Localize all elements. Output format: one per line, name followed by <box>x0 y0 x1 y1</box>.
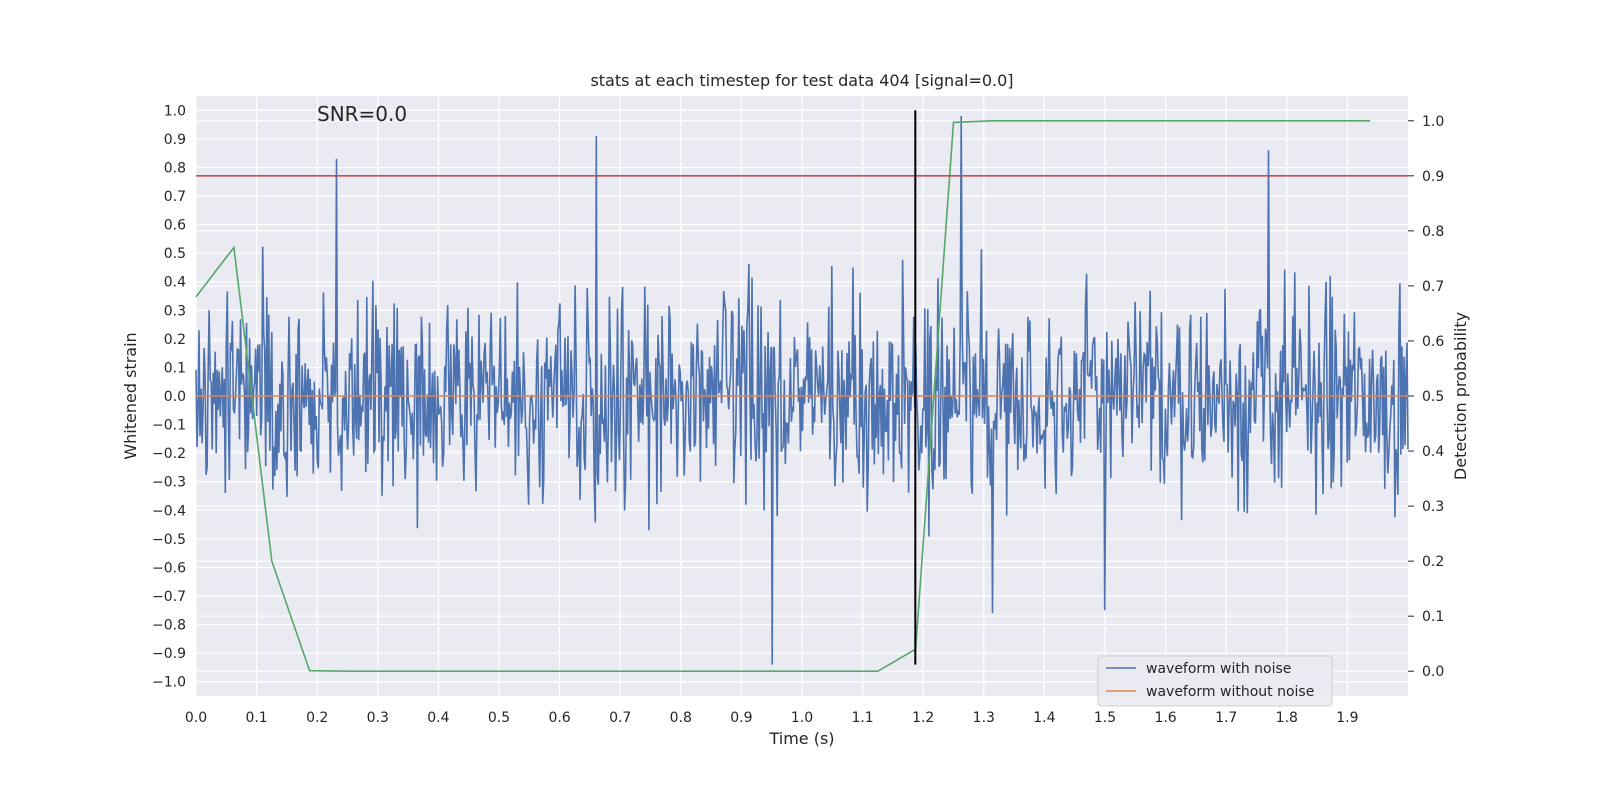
y-tick-label: −0.7 <box>152 589 186 605</box>
x-tick-label: 1.0 <box>791 710 813 726</box>
y2-tick-label: 0.9 <box>1422 169 1444 185</box>
chart-title: stats at each timestep for test data 404… <box>590 71 1013 90</box>
y-tick-label: 0.6 <box>164 218 186 234</box>
x-tick-label: 1.5 <box>1094 710 1116 726</box>
x-tick-label: 1.6 <box>1154 710 1176 726</box>
plot-series <box>195 115 1409 673</box>
y-tick-label: 0.4 <box>164 275 186 291</box>
y-tick-label: −0.9 <box>152 646 186 662</box>
y2-tick-label: 0.8 <box>1422 224 1444 240</box>
y2-tick-label: 0.3 <box>1422 499 1444 515</box>
y-tick-label: −0.6 <box>152 560 186 576</box>
y-tick-label: 0.1 <box>164 360 186 376</box>
y-tick-label: 0.5 <box>164 246 186 262</box>
x-tick-labels: 0.0 0.1 0.2 0.3 0.4 0.5 0.6 0.7 0.8 0.9 1.0 1.1 1.2 1… <box>185 710 1359 726</box>
x-tick-label: 1.9 <box>1336 710 1358 726</box>
x-tick-label: 0.2 <box>306 710 328 726</box>
y-tick-label: −0.1 <box>152 418 186 434</box>
y-tick-label: −0.2 <box>152 446 186 462</box>
y2-tick-label: 0.0 <box>1422 664 1444 680</box>
x-tick-label: 1.8 <box>1276 710 1298 726</box>
reference-lines <box>196 110 1408 665</box>
y-tick-label: −0.8 <box>152 618 186 634</box>
x-tick-label: 1.2 <box>912 710 934 726</box>
y-tick-label: −1.0 <box>152 675 186 691</box>
y2-tick-label: 0.2 <box>1422 554 1444 570</box>
x-tick-label: 0.9 <box>730 710 752 726</box>
y-tick-label: −0.4 <box>152 503 186 519</box>
x-tick-label: 0.6 <box>548 710 570 726</box>
y-tick-labels: 1.0 0.9 0.8 0.7 0.6 0.5 0.4 0.3 0.2 0.1 0.0 −0.1 −0.… <box>152 103 186 690</box>
y2-tick-label: 0.1 <box>1422 609 1444 625</box>
x-tick-label: 0.4 <box>427 710 449 726</box>
legend: waveform with noise waveform without noi… <box>1097 655 1333 707</box>
y2-tick-label: 0.7 <box>1422 279 1444 295</box>
series-line-detection-probability <box>195 120 1371 673</box>
x-tick-label: 1.7 <box>1215 710 1237 726</box>
y-tick-label: 0.8 <box>164 160 186 176</box>
x-tick-label: 0.1 <box>245 710 267 726</box>
y2-axis-label: Detection probability <box>1451 312 1470 480</box>
y2-tick-labels: 1.0 0.9 0.8 0.7 0.6 0.5 0.4 0.3 0.2 0.1 0.0 <box>1408 114 1444 680</box>
y-tick-label: −0.3 <box>152 475 186 491</box>
y-axis-label: Whitened strain <box>121 332 140 459</box>
series-line-waveform-with-noise <box>195 115 1409 665</box>
y-tick-label: −0.5 <box>152 532 186 548</box>
legend-box <box>1097 655 1333 707</box>
x-tick-label: 0.7 <box>609 710 631 726</box>
y-tick-label: 0.3 <box>164 303 186 319</box>
y2-tick-label: 0.5 <box>1422 389 1444 405</box>
x-axis-label: Time (s) <box>768 729 834 748</box>
legend-label-clean: waveform without noise <box>1146 684 1314 700</box>
y-tick-label: 0.0 <box>164 389 186 405</box>
y-tick-label: 1.0 <box>164 103 186 119</box>
y2-tick-label: 1.0 <box>1422 114 1444 130</box>
x-tick-label: 1.4 <box>1033 710 1055 726</box>
y2-tick-label: 0.4 <box>1422 444 1444 460</box>
y-tick-label: 0.7 <box>164 189 186 205</box>
x-tick-label: 0.0 <box>185 710 207 726</box>
y-tick-label: 0.9 <box>164 132 186 148</box>
x-tick-label: 0.8 <box>670 710 692 726</box>
snr-annotation: SNR=0.0 <box>317 102 407 126</box>
x-tick-label: 1.3 <box>973 710 995 726</box>
x-tick-label: 0.5 <box>488 710 510 726</box>
y2-tick-label: 0.6 <box>1422 334 1444 350</box>
x-tick-label: 0.3 <box>367 710 389 726</box>
x-tick-label: 1.1 <box>851 710 873 726</box>
legend-label-noise: waveform with noise <box>1146 661 1291 677</box>
y-tick-label: 0.2 <box>164 332 186 348</box>
